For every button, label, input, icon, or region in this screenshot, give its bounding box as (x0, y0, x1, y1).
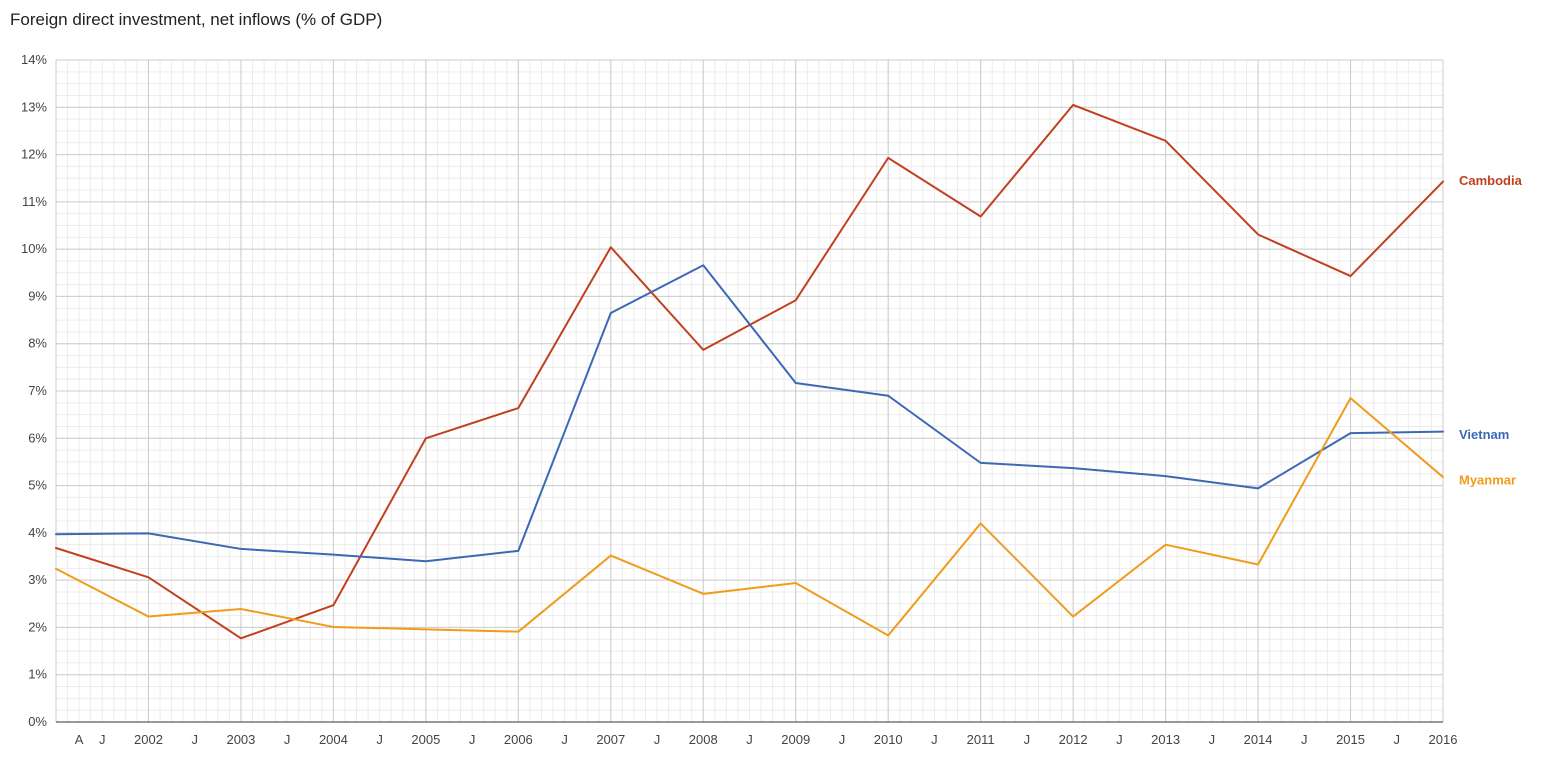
x-tick-label: J (284, 732, 291, 747)
x-tick-label: J (1301, 732, 1308, 747)
x-tick-label: J (654, 732, 661, 747)
x-tick-label: 2010 (874, 732, 903, 747)
y-tick-label: 0% (28, 714, 47, 729)
x-tick-label: 2008 (689, 732, 718, 747)
x-tick-label: 2011 (967, 732, 995, 747)
y-tick-label: 5% (28, 478, 47, 493)
x-tick-label: J (1024, 732, 1031, 747)
x-tick-label: 2007 (596, 732, 625, 747)
y-axis: 0% 1% 2% 3% 4% 5% 6% 7% 8% 9% 10% 11% 12% 13% 14% (21, 52, 47, 729)
chart-title: Foreign direct investment, net inflows (… (10, 10, 383, 29)
x-tick-label: J (561, 732, 568, 747)
series-label-vietnam: Vietnam (1459, 427, 1509, 442)
x-tick-label: J (1209, 732, 1216, 747)
x-tick-label: A (75, 732, 84, 747)
x-tick-label: 2009 (781, 732, 810, 747)
x-tick-label: J (1394, 732, 1401, 747)
y-tick-label: 6% (28, 430, 47, 445)
x-tick-label: J (746, 732, 753, 747)
x-tick-label: J (931, 732, 938, 747)
x-tick-label: 2006 (504, 732, 533, 747)
y-tick-label: 9% (28, 288, 47, 303)
y-tick-label: 12% (21, 147, 47, 162)
y-tick-label: 8% (28, 336, 47, 351)
series-line-myanmar (55, 397, 1444, 637)
x-tick-label: J (191, 732, 198, 747)
x-tick-label: 2004 (319, 732, 348, 747)
y-tick-label: 1% (28, 667, 47, 682)
series-label-myanmar: Myanmar (1459, 472, 1516, 487)
x-tick-label: J (839, 732, 846, 747)
y-tick-label: 11% (22, 194, 47, 209)
x-tick-label: 2014 (1244, 732, 1273, 747)
x-tick-label: 2015 (1336, 732, 1365, 747)
plot-lines (55, 103, 1444, 640)
y-tick-label: 10% (21, 241, 47, 256)
y-tick-label: 7% (28, 383, 47, 398)
x-tick-label: 2013 (1151, 732, 1180, 747)
x-tick-label: 2016 (1429, 732, 1458, 747)
x-tick-label: 2005 (411, 732, 440, 747)
x-tick-label: J (99, 732, 106, 747)
x-tick-label: 2003 (226, 732, 255, 747)
x-tick-label: J (376, 732, 383, 747)
series-line-vietnam (55, 264, 1444, 563)
y-tick-label: 3% (28, 572, 47, 587)
x-tick-label: J (1116, 732, 1123, 747)
x-tick-label: J (469, 732, 476, 747)
y-tick-label: 4% (28, 525, 47, 540)
series-label-cambodia: Cambodia (1459, 173, 1523, 188)
y-tick-label: 2% (28, 619, 47, 634)
x-axis: A J 2002 J 2003 J 2004 J 2005 J 2006 J 2007 J 2008 J 200… (56, 721, 1458, 747)
x-tick-label: 2012 (1059, 732, 1088, 747)
y-tick-label: 14% (21, 52, 47, 67)
x-tick-label: 2002 (134, 732, 163, 747)
series-labels: Cambodia Vietnam Myanmar (1459, 173, 1523, 488)
y-tick-label: 13% (21, 99, 47, 114)
